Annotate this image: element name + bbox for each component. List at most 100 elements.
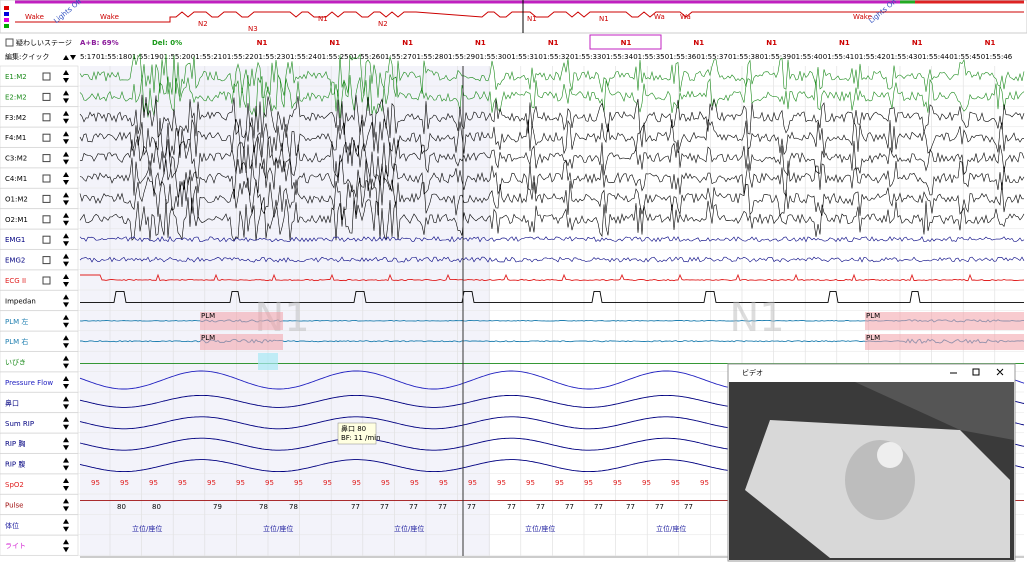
spo2-value: 95 xyxy=(265,479,274,487)
channel-name: F3:M2 xyxy=(5,114,26,122)
channel-checkbox[interactable] xyxy=(42,174,51,183)
spo2-value: 95 xyxy=(120,479,129,487)
waveform xyxy=(80,273,1025,282)
channel-scale[interactable] xyxy=(63,294,69,308)
pulse-value: 77 xyxy=(380,503,389,511)
time-label: 01:55:44 xyxy=(918,53,950,61)
plm-event xyxy=(200,312,283,330)
hypno-legend xyxy=(4,24,9,28)
channel-checkbox[interactable] xyxy=(42,256,51,265)
channel-scale[interactable] xyxy=(63,192,69,206)
time-label: 01:55:34 xyxy=(602,53,634,61)
spo2-value: 95 xyxy=(410,479,419,487)
time-label: 01:55:45 xyxy=(949,53,980,61)
channel-scale[interactable] xyxy=(63,396,69,410)
channel-scale[interactable] xyxy=(63,314,69,328)
channel-scale[interactable] xyxy=(63,498,69,512)
hypnogram-label: N2 xyxy=(198,20,208,28)
channel-checkbox[interactable] xyxy=(42,113,51,122)
channel-checkbox[interactable] xyxy=(42,133,51,142)
channel-scale[interactable] xyxy=(63,478,69,491)
pulse-value: 78 xyxy=(259,503,268,511)
hypno-legend xyxy=(4,6,9,10)
stage-checkbox[interactable] xyxy=(5,38,14,47)
time-label: 01:55:41 xyxy=(823,53,854,61)
channel-name: Pulse xyxy=(5,501,23,509)
time-label: 01:55:42 xyxy=(854,53,885,61)
hypnogram-label: N3 xyxy=(248,25,258,33)
spo2-value: 95 xyxy=(584,479,593,487)
time-label: 01:55:43 xyxy=(886,53,917,61)
channel-scale[interactable] xyxy=(63,457,69,471)
channel-scale[interactable] xyxy=(63,376,69,389)
channel-scale[interactable] xyxy=(63,355,69,369)
time-label: 01:55:32 xyxy=(538,53,569,61)
waveform xyxy=(79,117,1025,159)
time-label: 01:55:46 xyxy=(981,53,1013,61)
time-label: 01:55:40 xyxy=(791,53,822,61)
channel-scale[interactable] xyxy=(63,437,69,451)
time-label: 01:55:39 xyxy=(760,53,791,61)
plm-label: PLM xyxy=(201,312,215,320)
channel-checkbox[interactable] xyxy=(42,194,51,203)
hypno-legend xyxy=(4,12,9,16)
spo2-value: 95 xyxy=(439,479,448,487)
channel-name: Sum RIP xyxy=(5,420,34,428)
time-label: 01:55:24 xyxy=(286,53,318,61)
channel-scale[interactable] xyxy=(63,518,69,532)
time-label: 01:55:21 xyxy=(191,53,222,61)
channel-checkbox[interactable] xyxy=(42,276,51,285)
hypno-legend xyxy=(4,18,9,22)
channel-checkbox[interactable] xyxy=(42,92,51,101)
channel-name: C4:M1 xyxy=(5,175,27,183)
channel-scale[interactable] xyxy=(63,416,69,430)
pulse-value: 77 xyxy=(438,503,447,511)
time-label: 01:55:36 xyxy=(665,53,697,61)
channel-scale[interactable] xyxy=(63,70,69,83)
scroll-icon[interactable] xyxy=(63,55,76,60)
waveform xyxy=(79,74,1025,119)
channel-scale[interactable] xyxy=(63,110,69,124)
hypnogram-label: N1 xyxy=(527,15,537,23)
pulse-value: 77 xyxy=(536,503,545,511)
time-label: 01:55:19 xyxy=(128,53,159,61)
epoch-stage: N1 xyxy=(257,39,268,47)
video-title: ビデオ xyxy=(742,368,763,377)
plm-label: PLM xyxy=(201,334,215,342)
channel-checkbox[interactable] xyxy=(42,72,51,81)
channel-checkbox[interactable] xyxy=(42,154,51,163)
plm-label: PLM xyxy=(866,334,880,342)
channel-name: O1:M2 xyxy=(5,195,28,203)
channel-scale[interactable] xyxy=(63,90,69,104)
channel-scale[interactable] xyxy=(63,274,69,287)
channel-scale[interactable] xyxy=(63,253,69,267)
hypnogram-label: Wake xyxy=(25,13,44,21)
window-controls[interactable] xyxy=(950,368,1004,376)
channel-scale[interactable] xyxy=(63,233,69,247)
channel-scale[interactable] xyxy=(63,335,69,349)
channel-checkbox[interactable] xyxy=(42,235,51,244)
channel-scale[interactable] xyxy=(63,212,69,226)
channel-name: RIP 腹 xyxy=(5,460,25,469)
spo2-value: 95 xyxy=(526,479,535,487)
spo2-value: 95 xyxy=(178,479,187,487)
tooltip-line: BF: 11 /min xyxy=(341,434,381,442)
plm-label: PLM xyxy=(866,312,880,320)
spo2-value: 95 xyxy=(236,479,245,487)
suspect-label: 疑わしいステージ xyxy=(16,38,72,47)
epoch-stage: N1 xyxy=(475,39,486,47)
channel-scale[interactable] xyxy=(63,172,69,185)
time-label: 01:55:20 xyxy=(159,53,190,61)
time-label: 01:55:22 xyxy=(222,53,253,61)
channel-scale[interactable] xyxy=(63,131,69,145)
time-label: 01:55:26 xyxy=(349,53,381,61)
channel-checkbox[interactable] xyxy=(42,215,51,224)
spo2-value: 95 xyxy=(642,479,651,487)
time-label: 01:55:23 xyxy=(254,53,285,61)
channel-scale[interactable] xyxy=(63,539,69,553)
pulse-value: 77 xyxy=(626,503,635,511)
spo2-value: 95 xyxy=(381,479,390,487)
channel-scale[interactable] xyxy=(63,151,69,165)
epoch-stage: N1 xyxy=(402,39,413,47)
